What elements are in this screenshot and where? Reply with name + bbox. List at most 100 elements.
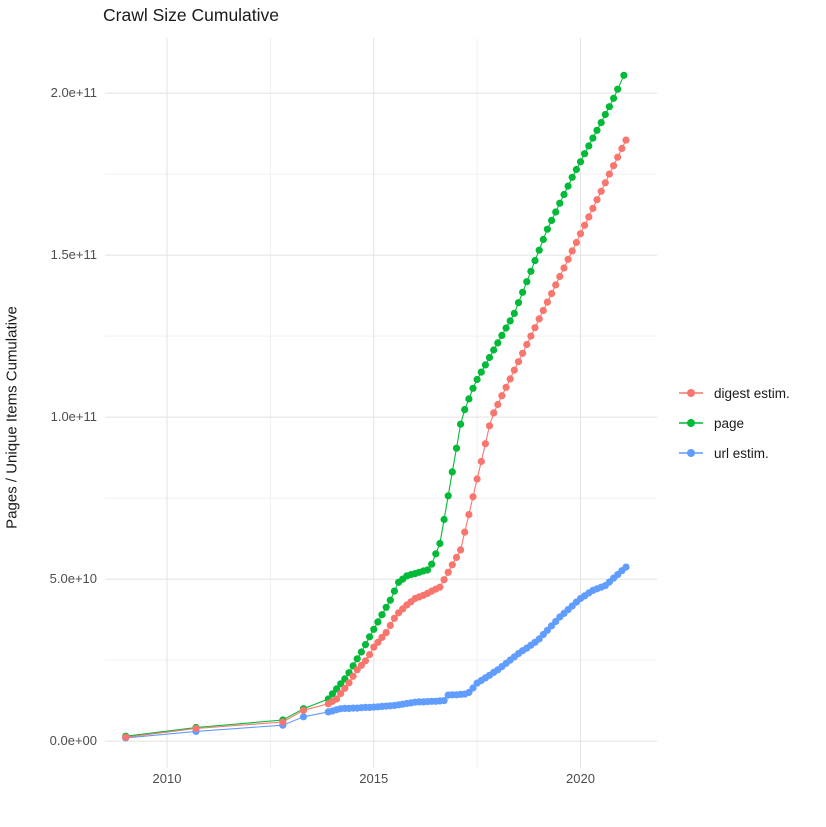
data-point: [556, 272, 564, 281]
data-point: [581, 150, 589, 158]
series-line-url-estim-: [125, 566, 627, 739]
data-point: [568, 173, 576, 181]
data-point: [436, 539, 444, 548]
data-point: [506, 317, 514, 325]
data-point: [490, 409, 498, 417]
data-point: [510, 366, 518, 374]
data-point: [386, 621, 394, 630]
data-point: [556, 199, 564, 207]
data-point: [279, 718, 287, 726]
data-point: [605, 103, 613, 111]
data-point: [543, 626, 551, 634]
data-point: [560, 264, 568, 272]
y-tick-label: 5.0e+10: [49, 571, 97, 587]
data-point: [543, 225, 551, 233]
data-point: [477, 368, 485, 376]
data-point: [436, 583, 444, 591]
data-point: [440, 515, 448, 524]
data-point: [361, 641, 370, 649]
data-point: [539, 306, 547, 315]
data-point: [560, 190, 568, 199]
data-point: [527, 332, 535, 340]
legend-key-dot: [687, 389, 695, 397]
data-point: [386, 596, 394, 604]
data-point: [514, 358, 523, 366]
data-point: [337, 689, 345, 698]
data-point: [548, 216, 556, 224]
legend-key-url-icon: [679, 449, 703, 457]
data-point: [477, 457, 485, 466]
legend-key-dot: [687, 419, 695, 427]
series-line-page: [125, 75, 625, 737]
data-point: [535, 315, 543, 323]
data-point: [370, 625, 378, 633]
data-point: [610, 162, 618, 170]
legend-label: url estim.: [714, 445, 769, 461]
y-axis-title: Pages / Unique Items Cumulative: [3, 306, 21, 529]
legend: digest estim. page url estim.: [678, 378, 790, 468]
data-point: [589, 204, 597, 212]
plot-area-svg: [105, 38, 657, 768]
data-point: [543, 298, 551, 306]
data-point: [192, 724, 200, 733]
data-point: [465, 395, 473, 403]
data-point: [353, 666, 361, 674]
data-point: [589, 134, 597, 142]
data-point: [494, 400, 502, 409]
legend-label: digest estim.: [714, 385, 790, 401]
data-point: [597, 119, 605, 127]
data-point: [535, 246, 543, 254]
data-point: [461, 528, 469, 536]
data-point: [572, 165, 580, 174]
data-point: [514, 299, 523, 307]
data-point: [531, 324, 539, 332]
data-point: [432, 550, 440, 558]
data-point: [585, 213, 593, 221]
data-point: [622, 136, 630, 144]
data-point: [523, 340, 531, 349]
data-point: [370, 643, 378, 651]
data-point: [494, 339, 502, 347]
data-point: [481, 440, 489, 448]
data-point: [299, 706, 308, 714]
data-point: [390, 587, 398, 595]
data-point: [357, 648, 365, 656]
y-tick-label: 0.0e+00: [49, 733, 97, 749]
y-tick-label: 1.0e+11: [50, 409, 97, 425]
data-point: [366, 651, 374, 659]
data-point: [568, 247, 576, 255]
data-point: [428, 560, 436, 568]
legend-key-digest-icon: [679, 389, 703, 397]
data-point: [378, 633, 386, 642]
data-point: [576, 230, 585, 238]
data-point: [620, 71, 628, 79]
data-point: [539, 235, 547, 244]
data-point: [481, 361, 489, 369]
x-tick-label: 2015: [359, 771, 389, 786]
data-point: [601, 179, 609, 187]
data-point: [502, 383, 510, 391]
data-point: [353, 655, 361, 663]
data-point: [614, 153, 622, 161]
data-point: [605, 170, 613, 178]
data-point: [502, 324, 510, 332]
data-point: [473, 375, 481, 384]
legend-label: page: [714, 415, 745, 431]
data-point: [448, 468, 456, 476]
data-point: [622, 563, 630, 571]
data-point: [510, 309, 518, 317]
data-point: [374, 638, 382, 646]
data-point: [519, 349, 527, 357]
data-point: [527, 267, 535, 275]
data-point: [593, 196, 601, 204]
data-point: [469, 493, 477, 501]
legend-item-digest-estim: digest estim.: [678, 378, 790, 408]
data-point: [423, 566, 432, 574]
data-point: [457, 546, 465, 554]
data-point: [333, 685, 341, 693]
data-point: [341, 684, 349, 692]
data-point: [473, 475, 481, 483]
data-point: [378, 611, 386, 619]
data-point: [465, 511, 473, 519]
data-point: [122, 733, 130, 741]
